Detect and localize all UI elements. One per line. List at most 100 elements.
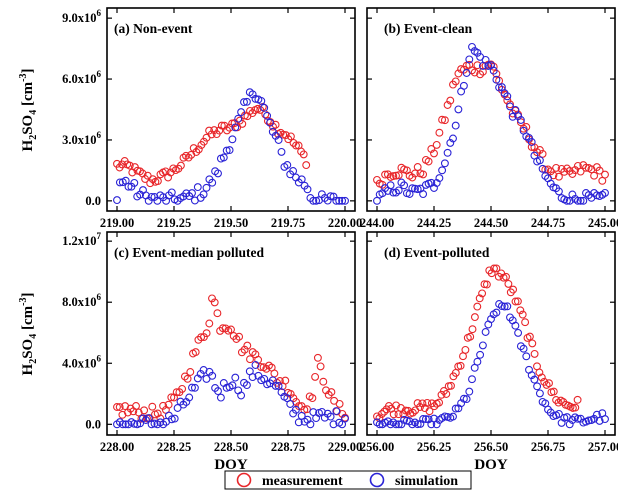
simulation-point: [601, 415, 609, 424]
simulation-point: [332, 407, 341, 416]
simulation-point: [576, 196, 585, 205]
measurement-point: [506, 100, 514, 109]
measurement-point: [194, 145, 203, 154]
measurement-point: [502, 272, 510, 281]
simulation-point: [554, 409, 563, 418]
measurement-point: [442, 390, 451, 398]
measurement-point: [438, 115, 447, 124]
simulation-point: [242, 97, 251, 106]
y-tick-label: 9.0x106: [62, 8, 101, 25]
measurement-point: [513, 297, 522, 306]
measurement-point: [511, 297, 520, 306]
x-tick-label: 229.00: [328, 440, 362, 454]
simulation-point: [326, 412, 335, 421]
simulation-point: [389, 188, 398, 197]
simulation-point: [242, 381, 251, 390]
measurement-point: [571, 403, 580, 412]
simulation-point: [535, 156, 544, 165]
measurement-point: [411, 169, 419, 178]
measurement-point: [389, 410, 398, 419]
simulation-point: [584, 191, 593, 200]
simulation-point: [478, 341, 487, 350]
simulation-point: [205, 367, 214, 376]
simulation-point: [335, 196, 344, 205]
simulation-point: [375, 420, 384, 429]
measurement-point: [470, 68, 479, 77]
simulation-point: [462, 395, 471, 404]
measurement-point: [279, 130, 288, 139]
simulation-point: [294, 418, 303, 427]
measurement-point: [207, 130, 216, 139]
x-tick-label: 219.75: [271, 216, 305, 230]
measurement-point: [554, 172, 563, 181]
simulation-point: [303, 185, 312, 194]
simulation-point: [511, 321, 520, 330]
simulation-point: [118, 420, 127, 429]
simulation-point: [516, 342, 525, 351]
y-tick-label: 8.0x106: [62, 292, 101, 309]
x-tick-label: 244.75: [531, 216, 565, 230]
simulation-point: [222, 146, 231, 155]
simulation-point: [525, 133, 533, 142]
simulation-point: [283, 161, 292, 169]
measurement-point: [179, 153, 188, 162]
measurement-point: [440, 116, 449, 125]
simulation-point: [514, 328, 523, 337]
simulation-point: [590, 414, 599, 423]
measurement-point: [435, 128, 444, 137]
measurement-point: [423, 398, 432, 407]
measurement-point: [132, 402, 140, 410]
measurement-point: [199, 333, 208, 342]
simulation-point: [584, 416, 593, 425]
x-axis-title-left: DOY: [214, 457, 248, 473]
legend-simulation-label: simulation: [395, 474, 458, 489]
simulation-point: [228, 381, 237, 390]
x-tick-label: 219.25: [157, 216, 191, 230]
legend-simulation-marker: [369, 472, 385, 488]
y-axis-title-bottom: H2SO4 [cm-3]: [18, 293, 39, 376]
measurement-point: [225, 123, 234, 132]
measurement-point: [380, 407, 389, 416]
measurement-point: [516, 306, 525, 315]
measurement-point: [235, 332, 244, 341]
simulation-point: [408, 184, 417, 193]
simulation-point: [150, 419, 159, 428]
measurement-point: [327, 388, 336, 397]
measurement-point: [167, 393, 176, 402]
simulation-point: [481, 328, 490, 336]
simulation-point: [432, 420, 441, 429]
measurement-point: [210, 126, 219, 135]
simulation-point: [541, 172, 550, 180]
measurement-point: [232, 335, 241, 343]
simulation-point: [199, 366, 208, 374]
simulation-point: [522, 352, 531, 361]
measurement-point: [166, 168, 175, 177]
measurement-point: [392, 401, 401, 410]
measurement-point: [466, 332, 475, 341]
simulation-point: [251, 361, 260, 369]
simulation-point: [508, 112, 517, 121]
measurement-point: [178, 384, 187, 393]
measurement-point: [148, 175, 157, 184]
simulation-point: [260, 103, 269, 112]
simulation-point: [530, 375, 539, 384]
simulation-point: [443, 148, 452, 157]
measurement-point: [447, 381, 455, 390]
simulation-point: [573, 196, 582, 205]
simulation-point: [440, 412, 449, 421]
measurement-point: [576, 167, 585, 176]
measurement-point: [335, 399, 344, 408]
measurement-point: [240, 345, 249, 354]
panel-c-marks: [113, 294, 349, 429]
simulation-point: [193, 183, 202, 192]
measurement-point: [286, 132, 295, 141]
measurement-point: [563, 164, 571, 173]
simulation-point: [476, 350, 485, 359]
simulation-point: [503, 92, 512, 101]
panel-c-title: (c) Event-median polluted: [114, 245, 264, 260]
x-tick-label: 257.00: [588, 440, 618, 454]
measurement-point: [189, 144, 198, 153]
measurement-point: [125, 161, 134, 170]
measurement-point: [299, 150, 308, 159]
measurement-point: [246, 106, 254, 115]
